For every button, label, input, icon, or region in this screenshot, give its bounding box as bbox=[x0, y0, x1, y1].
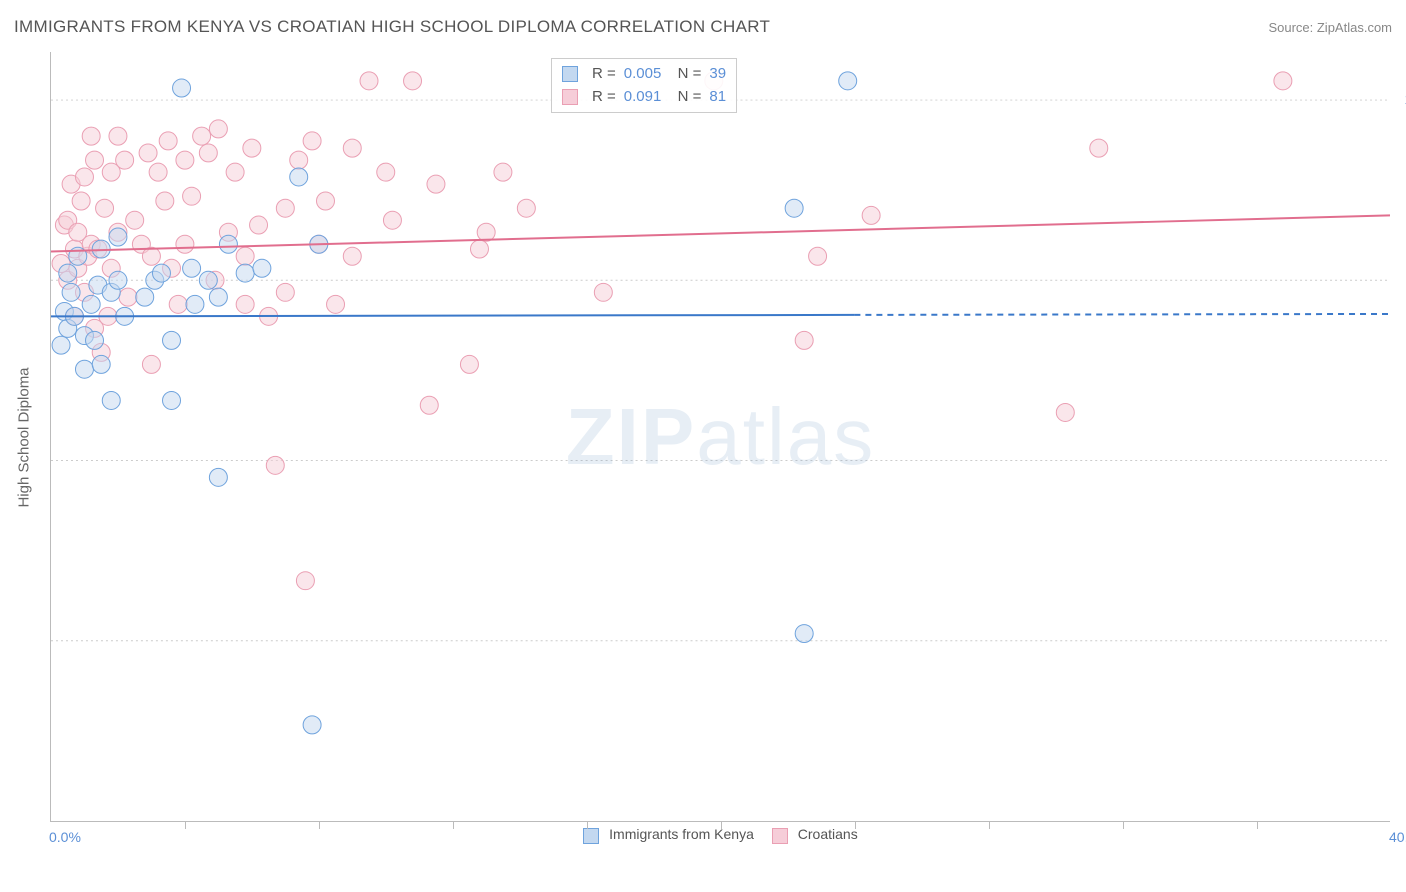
x-minor-tick bbox=[1123, 821, 1124, 829]
stats-legend: R =0.005 N =39 R =0.091 N =81 bbox=[551, 58, 737, 113]
x-tick-label: 0.0% bbox=[49, 829, 81, 845]
x-minor-tick bbox=[453, 821, 454, 829]
x-minor-tick bbox=[855, 821, 856, 829]
swatch-croatians-icon bbox=[562, 89, 578, 105]
x-minor-tick bbox=[721, 821, 722, 829]
swatch-kenya-icon bbox=[583, 828, 599, 844]
legend-item-kenya: Immigrants from Kenya bbox=[583, 826, 754, 843]
legend-item-croatians: Croatians bbox=[772, 826, 858, 843]
y-tick-label: 85.0% bbox=[1397, 452, 1406, 468]
x-minor-tick bbox=[319, 821, 320, 829]
swatch-croatians-icon bbox=[772, 828, 788, 844]
chart-title: IMMIGRANTS FROM KENYA VS CROATIAN HIGH S… bbox=[14, 17, 770, 37]
y-tick-label: 92.5% bbox=[1397, 272, 1406, 288]
x-minor-tick bbox=[1257, 821, 1258, 829]
x-minor-tick bbox=[587, 821, 588, 829]
legend-row-2: R =0.091 N =81 bbox=[562, 86, 726, 109]
plot-svg bbox=[51, 52, 1390, 821]
swatch-kenya-icon bbox=[562, 66, 578, 82]
x-tick-label: 40.0% bbox=[1389, 829, 1406, 845]
plot-area: ZIPatlas R =0.005 N =39 R =0.091 N =81 I… bbox=[50, 52, 1390, 822]
y-axis-label: High School Diploma bbox=[14, 52, 34, 822]
x-minor-tick bbox=[989, 821, 990, 829]
source-label: Source: ZipAtlas.com bbox=[1268, 20, 1392, 35]
x-minor-tick bbox=[185, 821, 186, 829]
y-tick-label: 100.0% bbox=[1397, 91, 1406, 107]
y-tick-label: 77.5% bbox=[1397, 633, 1406, 649]
legend-row-1: R =0.005 N =39 bbox=[562, 63, 726, 86]
